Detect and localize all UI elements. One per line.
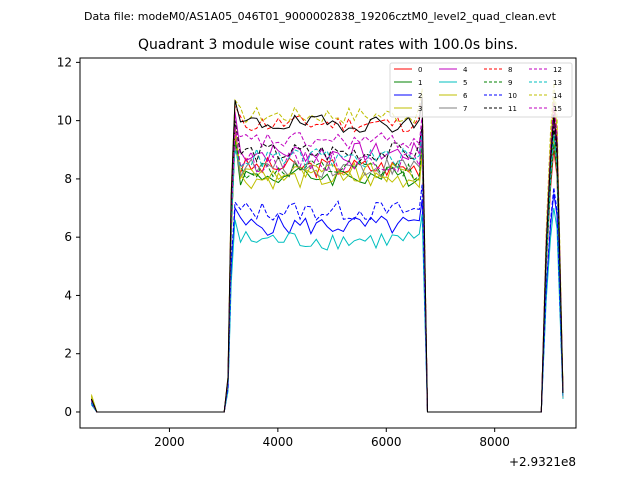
series-line-0b [90, 97, 564, 413]
legend-label-9: 9 [508, 79, 512, 87]
series-line-2 [90, 193, 564, 413]
x-tick-label: 4000 [263, 435, 294, 449]
legend-label-7: 7 [463, 105, 467, 113]
y-tick-label: 8 [64, 172, 72, 186]
legend-label-1: 1 [418, 79, 422, 87]
series-line-11 [90, 120, 564, 413]
legend-label-0: 0 [418, 66, 422, 74]
legend-label-12: 12 [553, 66, 562, 74]
legend-box [389, 62, 573, 118]
legend-label-14: 14 [553, 92, 562, 100]
suptitle: Data file: modeM0/AS1A05_046T01_90000028… [84, 10, 557, 23]
y-tick-label: 0 [64, 405, 72, 419]
legend-label-15: 15 [553, 105, 562, 113]
series-line-6 [90, 97, 564, 413]
x-tick-label: 6000 [371, 435, 402, 449]
y-tick-label: 2 [64, 347, 72, 361]
y-tick-label: 6 [64, 230, 72, 244]
x-offset-label: +2.9321e8 [509, 455, 576, 469]
series-line-0 [90, 135, 564, 413]
legend-label-13: 13 [553, 79, 562, 87]
series-line-14 [90, 82, 564, 413]
y-axis: 0 2 4 6 8 10 12 [57, 55, 80, 419]
series-line-7 [90, 140, 564, 413]
legend-label-8: 8 [508, 66, 512, 74]
plot-area [90, 82, 564, 413]
axes-frame [79, 57, 577, 429]
legend-label-11: 11 [508, 105, 517, 113]
series-line-4 [90, 111, 564, 413]
series-line-15 [90, 103, 564, 413]
series-line-5 [90, 207, 564, 413]
series-line-13 [90, 132, 564, 413]
series-line-8 [90, 97, 564, 413]
legend-label-6: 6 [463, 92, 468, 100]
legend-label-10: 10 [508, 92, 517, 100]
series-line-1 [90, 132, 564, 413]
x-tick-label: 8000 [479, 435, 510, 449]
chart-title: Quadrant 3 module wise count rates with … [138, 37, 518, 53]
y-tick-label: 12 [57, 55, 72, 69]
x-tick-label: 2000 [154, 435, 185, 449]
y-tick-label: 4 [64, 288, 72, 302]
legend-label-4: 4 [463, 66, 468, 74]
series-line-9 [90, 140, 564, 413]
x-axis: 2000 4000 6000 8000 [154, 428, 510, 449]
legend-label-5: 5 [463, 79, 467, 87]
series-line-3 [90, 123, 564, 413]
series-line-10 [90, 184, 564, 413]
legend-label-2: 2 [418, 92, 422, 100]
y-tick-label: 10 [57, 114, 72, 128]
legend-label-3: 3 [418, 105, 422, 113]
